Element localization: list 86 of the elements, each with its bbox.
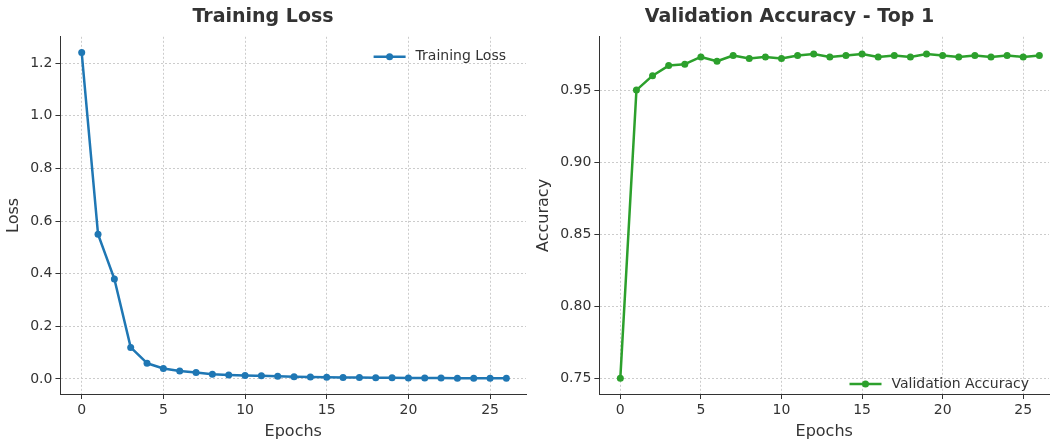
point [681, 60, 689, 68]
y-tick-label: 1.2 [30, 53, 53, 70]
point [143, 359, 151, 367]
point [404, 374, 412, 382]
point [649, 72, 657, 80]
point [1003, 52, 1011, 60]
point [453, 374, 461, 382]
point [858, 50, 866, 58]
point [421, 374, 429, 382]
point [1019, 53, 1027, 61]
point [78, 49, 86, 57]
y-tick-label: 0.4 [30, 264, 53, 281]
x-tick-label: 10 [772, 401, 791, 418]
chart-title: Training Loss [192, 4, 334, 27]
point [241, 372, 249, 380]
point [842, 52, 850, 60]
point [94, 230, 102, 238]
x-tick-label: 5 [696, 401, 706, 418]
y-tick-label: 0.95 [560, 80, 592, 97]
point [470, 374, 478, 382]
point [632, 86, 640, 94]
y-tick-label: 1.0 [30, 106, 53, 123]
point [437, 374, 445, 382]
point [208, 370, 216, 378]
point [923, 50, 931, 58]
chart-title: Validation Accuracy - Top 1 [644, 4, 935, 27]
point [890, 52, 898, 60]
point [955, 53, 963, 61]
x-tick-label: 15 [853, 401, 871, 418]
point [697, 53, 705, 61]
point [257, 372, 265, 380]
y-tick-label: 0.85 [560, 224, 592, 241]
point [127, 343, 135, 351]
x-tick-label: 0 [77, 401, 87, 418]
point [306, 373, 314, 381]
x-axis-title: Epochs [264, 420, 322, 440]
x-tick-label: 5 [158, 401, 168, 418]
point [355, 373, 363, 381]
point [810, 50, 818, 58]
x-tick-label: 20 [933, 401, 952, 418]
point [323, 373, 331, 381]
point [192, 368, 200, 376]
y-tick-label: 0.2 [30, 316, 53, 333]
point [1035, 52, 1043, 60]
x-tick-label: 15 [317, 401, 336, 418]
x-tick-label: 20 [399, 401, 418, 418]
point [729, 52, 737, 60]
point [906, 53, 914, 61]
point [971, 52, 979, 60]
point [761, 53, 769, 61]
point [665, 62, 673, 70]
y-tick-label: 0.0 [30, 369, 53, 386]
point [826, 53, 834, 61]
y-tick-label: 0.80 [560, 296, 592, 313]
y-axis-title: Accuracy [532, 178, 552, 252]
point [339, 373, 347, 381]
y-tick-label: 0.75 [560, 368, 592, 385]
x-axis-title: Epochs [795, 420, 853, 440]
point [372, 374, 380, 382]
point [486, 374, 494, 382]
point [874, 53, 882, 61]
legend-label: Validation Accuracy [891, 374, 1029, 391]
x-tick-label: 25 [481, 401, 499, 418]
x-tick-label: 25 [1014, 401, 1033, 418]
legend-label: Training Loss [414, 47, 507, 64]
point [274, 372, 282, 380]
x-tick-label: 0 [615, 401, 625, 418]
point [777, 54, 785, 62]
point [159, 364, 167, 372]
point [713, 57, 721, 65]
point [987, 53, 995, 61]
y-tick-label: 0.90 [560, 152, 592, 169]
point [616, 374, 624, 382]
x-tick-label: 10 [236, 401, 254, 418]
point [388, 374, 396, 382]
point [745, 54, 753, 62]
y-axis-title: Loss [2, 197, 22, 233]
y-tick-label: 0.6 [30, 211, 53, 228]
point [939, 52, 947, 60]
point [290, 373, 298, 381]
point [176, 367, 184, 375]
point [225, 371, 233, 379]
point [502, 374, 510, 382]
point [110, 275, 118, 283]
point [794, 52, 802, 60]
y-tick-label: 0.8 [30, 159, 53, 176]
